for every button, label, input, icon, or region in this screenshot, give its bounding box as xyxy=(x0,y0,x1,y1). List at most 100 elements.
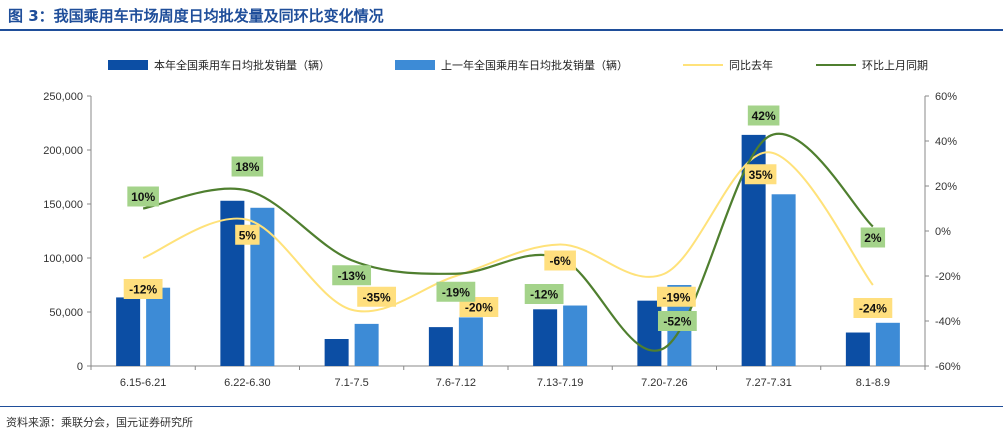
mom-data-label: -19% xyxy=(436,281,476,302)
yoy-data-label: -35% xyxy=(357,286,397,307)
bar-current-year xyxy=(428,327,453,366)
x-tick-label: 7.27-7.31 xyxy=(745,377,791,389)
right-tick-label: 20% xyxy=(935,181,957,193)
bar-current-year xyxy=(637,300,662,366)
bar-previous-year xyxy=(146,287,171,366)
yoy-data-label-text: -20% xyxy=(465,301,493,315)
source-note: 资料来源：乘联分会，国元证券研究所 xyxy=(6,416,193,429)
x-tick-label: 7.20-7.26 xyxy=(641,377,687,389)
mom-data-label-bg xyxy=(657,311,697,331)
legend-swatch xyxy=(108,60,148,70)
mom-data-label-bg xyxy=(332,265,372,286)
yoy-data-label-bg xyxy=(744,164,777,185)
mom-data-label: -12% xyxy=(524,284,564,304)
mom-data-label-bg xyxy=(231,156,264,177)
chart-title: 图 3：我国乘用车市场周度日均批发量及同环比变化情况 xyxy=(8,7,384,25)
yoy-data-label: -24% xyxy=(853,298,893,318)
yoy-data-label-text: -6% xyxy=(549,254,571,268)
yoy-data-label-text: -19% xyxy=(662,290,690,304)
right-tick-label: 40% xyxy=(935,136,957,148)
yoy-data-label-bg xyxy=(357,286,397,307)
left-tick-label: 250,000 xyxy=(43,91,83,103)
bar-current-year xyxy=(533,309,558,366)
bar-current-year xyxy=(324,339,349,366)
mom-data-label-text: -19% xyxy=(442,285,470,299)
mom-data-label-text: 2% xyxy=(864,231,882,245)
x-tick-label: 6.15-6.21 xyxy=(120,377,166,389)
yoy-data-label-bg xyxy=(544,250,576,271)
mom-data-label: -52% xyxy=(657,311,697,331)
left-tick-label: 100,000 xyxy=(43,253,83,265)
mom-data-label: 2% xyxy=(860,227,886,248)
mom-data-label-text: -12% xyxy=(530,288,558,302)
yoy-data-label-bg xyxy=(123,279,163,299)
legend-item: 同比去年 xyxy=(683,58,773,72)
yoy-data-label-bg xyxy=(235,224,260,245)
mom-data-label: -13% xyxy=(332,265,372,286)
yoy-line xyxy=(142,151,874,313)
source-rule xyxy=(0,406,1003,407)
legend-label: 本年全国乘用车日均批发销量（辆） xyxy=(154,58,330,72)
yoy-data-label-text: -24% xyxy=(859,302,887,316)
chart: 本年全国乘用车日均批发销量（辆） 上一年全国乘用车日均批发销量（辆） 同比去年 环比上… xyxy=(43,58,961,389)
x-tick-label: 7.13-7.19 xyxy=(537,377,583,389)
right-tick-label: 0% xyxy=(935,226,951,238)
mom-data-label-text: 10% xyxy=(131,190,155,204)
left-tick-label: 50,000 xyxy=(49,307,83,319)
yoy-data-label-bg xyxy=(459,297,499,317)
bar-current-year xyxy=(845,332,870,366)
yoy-data-label: 35% xyxy=(744,164,777,185)
yoy-data-label: 5% xyxy=(235,224,260,245)
bar-previous-year xyxy=(458,317,483,366)
x-tick-label: 7.6-7.12 xyxy=(436,377,476,389)
mom-data-label-bg xyxy=(436,281,476,302)
yoy-data-label: -19% xyxy=(656,286,696,307)
legend-label: 同比去年 xyxy=(729,58,773,72)
mom-data-label-text: -13% xyxy=(338,269,366,283)
legend-label: 环比上月同期 xyxy=(862,59,928,72)
x-tick-label: 8.1-8.9 xyxy=(856,377,890,389)
legend-label: 上一年全国乘用车日均批发销量（辆） xyxy=(441,58,628,72)
legend: 本年全国乘用车日均批发销量（辆） 上一年全国乘用车日均批发销量（辆） 同比去年 环比上… xyxy=(108,58,928,72)
yoy-data-label: -6% xyxy=(544,250,576,271)
mom-data-label: 42% xyxy=(747,105,780,126)
bar-previous-year xyxy=(771,194,796,366)
right-tick-label: -20% xyxy=(935,271,961,283)
yoy-data-label-text: -35% xyxy=(363,290,391,304)
mom-data-label-text: 42% xyxy=(752,109,776,123)
bar-previous-year xyxy=(563,305,588,366)
right-tick-label: -40% xyxy=(935,316,961,328)
left-tick-label: 150,000 xyxy=(43,199,83,211)
mom-data-label-bg xyxy=(747,105,780,126)
x-tick-label: 6.22-6.30 xyxy=(224,377,270,389)
bar-current-year xyxy=(116,297,141,366)
mom-data-label-text: -52% xyxy=(663,315,691,329)
right-tick-label: 60% xyxy=(935,91,957,103)
legend-item: 上一年全国乘用车日均批发销量（辆） xyxy=(395,58,628,72)
legend-swatch xyxy=(395,60,435,70)
bar-previous-year xyxy=(875,322,900,366)
axes: 0 50,000 100,000 150,000 200,000 250,000 -60% -… xyxy=(43,91,961,389)
mom-data-label: 18% xyxy=(231,156,264,177)
yoy-data-label-text: -12% xyxy=(129,283,157,297)
legend-item: 环比上月同期 xyxy=(816,59,928,72)
yoy-data-label-text: 5% xyxy=(239,228,257,242)
right-tick-label: -60% xyxy=(935,361,961,373)
yoy-data-label-bg xyxy=(853,298,893,318)
yoy-data-label-bg xyxy=(656,286,696,307)
mom-data-label-bg xyxy=(524,284,564,304)
mom-data-label-bg xyxy=(860,227,886,248)
left-tick-label: 0 xyxy=(77,361,83,373)
title-rule xyxy=(0,29,1003,31)
yoy-data-label: -20% xyxy=(459,297,499,317)
yoy-data-label: -12% xyxy=(123,279,163,299)
bar-previous-year xyxy=(354,323,379,366)
left-tick-label: 200,000 xyxy=(43,145,83,157)
mom-data-label-bg xyxy=(127,186,159,207)
legend-item: 本年全国乘用车日均批发销量（辆） xyxy=(108,58,330,72)
mom-data-label: 10% xyxy=(127,186,159,207)
yoy-data-label-text: 35% xyxy=(749,168,773,182)
x-tick-label: 7.1-7.5 xyxy=(335,377,369,389)
data-labels: -12% 5% -35% -20% -6% -19% 35% -24% 10% 18% -13% -1… xyxy=(123,105,893,331)
mom-data-label-text: 18% xyxy=(235,160,259,174)
